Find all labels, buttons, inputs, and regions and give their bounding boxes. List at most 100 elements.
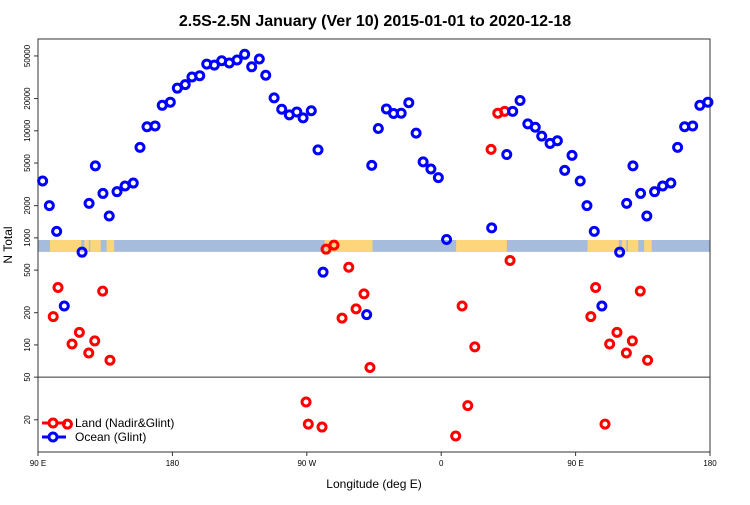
data-point	[43, 200, 55, 212]
data-point	[536, 130, 548, 142]
data-point	[585, 311, 597, 323]
data-point	[305, 105, 317, 117]
data-point	[507, 105, 519, 117]
data-point	[620, 347, 632, 359]
legend-ocean-label: Ocean (Glint)	[75, 430, 146, 444]
data-point	[485, 143, 497, 155]
data-point	[642, 354, 654, 366]
x-tick-label: 90 E	[567, 459, 583, 468]
data-point	[627, 160, 639, 172]
land-segment	[456, 240, 507, 252]
plot-frame	[37, 38, 711, 453]
y-tick-label: 500	[23, 263, 32, 277]
data-point	[58, 300, 70, 312]
data-point	[529, 121, 541, 133]
data-point	[343, 261, 355, 273]
land-segment	[644, 240, 652, 252]
y-tick-label: 10000	[23, 119, 32, 142]
data-point	[687, 120, 699, 132]
data-point	[604, 338, 616, 350]
data-point	[551, 135, 563, 147]
data-point	[702, 96, 714, 108]
y-tick-label: 100	[23, 338, 32, 352]
data-point	[590, 281, 602, 293]
data-point	[559, 164, 571, 176]
data-point	[599, 418, 611, 430]
data-point	[611, 326, 623, 338]
data-point	[312, 144, 324, 156]
data-point	[149, 120, 161, 132]
land-segment	[84, 240, 89, 252]
data-point	[665, 177, 677, 189]
data-point	[380, 103, 392, 115]
data-point	[291, 106, 303, 118]
data-point	[486, 222, 498, 234]
data-point	[164, 96, 176, 108]
x-tick-label: 180	[703, 459, 717, 468]
data-point	[83, 197, 95, 209]
data-point	[614, 246, 626, 258]
x-tick-label: 0	[439, 459, 444, 468]
data-point	[410, 127, 422, 139]
data-points	[37, 48, 714, 442]
legend-ocean-marker	[47, 431, 59, 443]
data-point	[417, 156, 429, 168]
data-point	[364, 362, 376, 374]
data-point	[51, 225, 63, 237]
data-point	[635, 187, 647, 199]
data-point	[358, 288, 370, 300]
data-point	[395, 107, 407, 119]
land-segment	[627, 240, 639, 252]
data-point	[641, 210, 653, 222]
data-point	[103, 210, 115, 222]
x-tick-label: 90 W	[297, 459, 316, 468]
y-tick-label: 50000	[23, 44, 32, 67]
legend-land-label: Land (Nadir&Glint)	[75, 416, 174, 430]
data-point	[276, 103, 288, 115]
data-point	[246, 61, 258, 73]
data-point	[253, 53, 265, 65]
land-segment	[106, 240, 115, 252]
ocean-band	[38, 240, 710, 252]
x-tick-label: 90 E	[30, 459, 46, 468]
data-point	[97, 285, 109, 297]
data-point	[320, 243, 332, 255]
data-point	[76, 246, 88, 258]
x-axis-label: Longitude (deg E)	[326, 477, 421, 491]
data-point	[336, 312, 348, 324]
data-point	[501, 149, 513, 161]
legend-land-marker	[47, 417, 59, 429]
data-point	[462, 400, 474, 412]
land-segment	[621, 240, 627, 252]
data-point	[268, 92, 280, 104]
data-point	[37, 175, 49, 187]
data-point	[297, 112, 309, 124]
data-point	[504, 254, 516, 266]
data-point	[83, 347, 95, 359]
data-point	[179, 79, 191, 91]
y-axis: 50000 20000 10000 5000 2000 1000 500 200 100 50 20	[23, 44, 38, 424]
data-point	[73, 326, 85, 338]
data-point	[366, 159, 378, 171]
legend: Land (Nadir&Glint) Ocean (Glint)	[42, 416, 174, 444]
data-point	[469, 341, 481, 353]
y-tick-label: 200	[23, 305, 32, 319]
data-point	[425, 163, 437, 175]
data-point	[47, 311, 59, 323]
land-mask-band	[38, 240, 710, 252]
data-point	[97, 187, 109, 199]
data-point	[66, 338, 78, 350]
data-point	[194, 70, 206, 82]
data-point	[89, 160, 101, 172]
y-tick-label: 1000	[23, 228, 32, 246]
data-point	[104, 354, 116, 366]
data-point	[111, 186, 123, 198]
y-tick-label: 20000	[23, 87, 32, 110]
data-point	[649, 186, 661, 198]
y-tick-label: 5000	[23, 154, 32, 172]
data-point	[300, 396, 312, 408]
data-point	[231, 54, 243, 66]
data-point	[403, 97, 415, 109]
data-point	[302, 418, 314, 430]
